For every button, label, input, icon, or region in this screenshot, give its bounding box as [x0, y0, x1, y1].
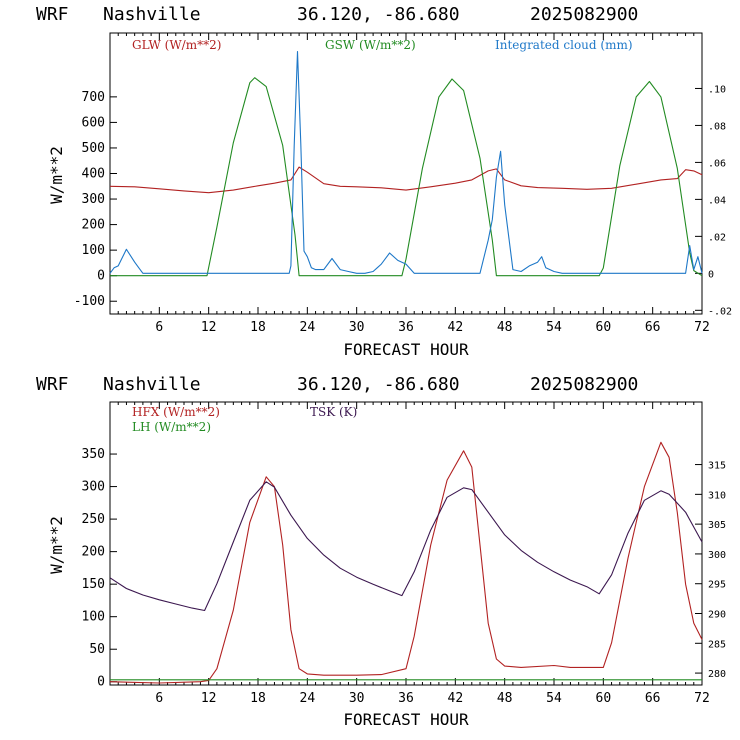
panel1-y2tick-label: .08: [708, 121, 726, 132]
panel2-plot-frame: [109, 401, 703, 686]
panel2-ytick-label: 0: [97, 675, 105, 690]
panel1-plot-frame: [109, 32, 703, 315]
panel2-y2tick-label: 295: [708, 580, 726, 591]
panel-radiation: WRF Nashville 36.120, -86.680 2025082900…: [36, 4, 732, 359]
panel2-axes: 6 12 18 24 30 36 42 48 54 60 66 72 0 50 100 150 200 250 30…: [82, 402, 726, 706]
panel2-coords-label: 36.120, -86.680: [297, 374, 460, 395]
panel2-y2tick-label: 290: [708, 610, 726, 621]
panel1-series: [109, 50, 703, 277]
panel2-y2tick-label: 310: [708, 490, 726, 501]
panel1-y2tick-label: 0: [708, 269, 714, 280]
panel2-xtick-label: 36: [398, 691, 414, 706]
panel2-xtick-label: 12: [201, 691, 217, 706]
panel1-location-label: Nashville: [103, 4, 201, 25]
panel1-xtick-label: 24: [300, 320, 316, 335]
panel2-ylabel: W/m**2: [47, 516, 66, 574]
panel2-xtick-label: 24: [300, 691, 316, 706]
panel2-xtick-label: 6: [155, 691, 163, 706]
panel2-xtick-label: 72: [694, 691, 710, 706]
panel2-y2tick-label: 315: [708, 461, 726, 472]
panel1-series-line-2: [110, 77, 703, 277]
panel1-ytick-label: 700: [82, 90, 105, 105]
legend-glw: GLW (W/m**2): [132, 38, 221, 52]
panel2-series: [109, 441, 703, 684]
panel2-y2tick-label: 280: [708, 669, 726, 680]
panel2-xtick-label: 42: [448, 691, 464, 706]
panel2-series-line-3: [109, 481, 703, 612]
panel1-coords-label: 36.120, -86.680: [297, 4, 460, 25]
panel1-y2tick-label: .04: [708, 195, 726, 206]
panel2-ytick-label: 200: [82, 545, 105, 560]
panel1-ytick-label: 400: [82, 167, 105, 182]
legend-lh: LH (W/m**2): [132, 420, 211, 434]
panel1-ytick-label: 0: [97, 269, 105, 284]
panel2-run-label: 2025082900: [530, 374, 638, 395]
panel1-axes: 6 12 18 24 30 36 42 48 54 60 66 72 -100 0 100 200 300 400…: [74, 33, 732, 335]
panel2-ytick-label: 350: [82, 447, 105, 462]
panel2-location-label: Nashville: [103, 374, 201, 395]
panel1-ylabel: W/m**2: [47, 146, 66, 204]
panel2-xtick-label: 66: [645, 691, 661, 706]
panel2-ytick-label: 100: [82, 610, 105, 625]
panel1-ytick-label: 300: [82, 192, 105, 207]
panel2-model-label: WRF: [36, 374, 69, 395]
panel1-y2tick-label: .02: [708, 232, 726, 243]
panel2-xtick-label: 60: [596, 691, 612, 706]
panel1-xtick-label: 6: [155, 320, 163, 335]
panel1-ytick-label: 600: [82, 115, 105, 130]
panel-surface-fluxes: WRF Nashville 36.120, -86.680 2025082900…: [36, 374, 726, 729]
panel1-y2tick-label: -.02: [708, 306, 732, 317]
panel1-ytick-label: 200: [82, 218, 105, 233]
panel1-xtick-label: 54: [546, 320, 562, 335]
panel2-ytick-label: 150: [82, 577, 105, 592]
panel1-xtick-label: 42: [448, 320, 464, 335]
panel2-ytick-label: 50: [89, 642, 105, 657]
legend-hfx: HFX (W/m**2): [132, 405, 220, 419]
panel1-model-label: WRF: [36, 4, 69, 25]
panel1-xtick-label: 36: [398, 320, 414, 335]
legend-cloud: Integrated cloud (mm): [495, 38, 633, 52]
panel2-xtick-label: 48: [497, 691, 513, 706]
legend-gsw: GSW (W/m**2): [325, 38, 416, 52]
panel1-run-label: 2025082900: [530, 4, 638, 25]
panel1-xtick-label: 60: [596, 320, 612, 335]
panel1-ytick-label: -100: [74, 294, 105, 309]
panel2-xtick-label: 30: [349, 691, 365, 706]
panel1-xtick-label: 66: [645, 320, 661, 335]
panel2-y2tick-label: 305: [708, 520, 726, 531]
panel2-y2tick-label: 300: [708, 550, 726, 561]
panel2-xtick-label: 54: [546, 691, 562, 706]
panel2-y2tick-label: 285: [708, 639, 726, 650]
legend-tsk: TSK (K): [310, 405, 357, 419]
panel1-series-line-3: [109, 50, 703, 274]
panel2-ytick-label: 250: [82, 512, 105, 527]
panel2-ytick-label: 300: [82, 480, 105, 495]
panel1-xtick-label: 48: [497, 320, 513, 335]
panel1-y2tick-label: .06: [708, 158, 726, 169]
panel2-series-line-1: [109, 441, 703, 684]
panel1-ytick-label: 500: [82, 141, 105, 156]
panel1-series-line-1: [109, 166, 703, 194]
panel1-xtick-label: 30: [349, 320, 365, 335]
panel1-xlabel: FORECAST HOUR: [343, 340, 469, 359]
panel1-y2tick-label: .10: [708, 84, 726, 95]
panel2-xtick-label: 18: [250, 691, 266, 706]
panel2-xlabel: FORECAST HOUR: [343, 710, 469, 729]
panel1-xtick-label: 18: [250, 320, 266, 335]
panel1-ytick-label: 100: [82, 243, 105, 258]
panel1-xtick-label: 72: [694, 320, 710, 335]
panel1-xtick-label: 12: [201, 320, 217, 335]
